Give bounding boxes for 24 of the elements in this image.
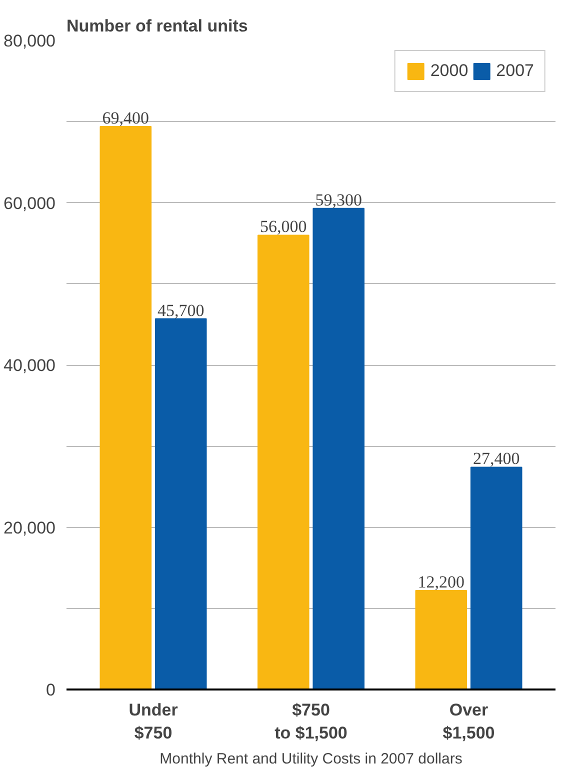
- data-label: 45,700: [157, 300, 204, 320]
- y-tick-label: 80,000: [4, 32, 56, 50]
- data-label: 12,200: [418, 572, 465, 592]
- x-tick-label: Over $1,500: [442, 700, 495, 742]
- legend-label: 2000: [430, 61, 468, 81]
- x-tick-label: $750 to $1,500: [274, 700, 348, 742]
- x-tick-label: Under $750: [128, 700, 178, 742]
- legend-label: 2007: [496, 61, 534, 81]
- x-axis-title: Monthly Rent and Utility Costs in 2007 dollars: [160, 750, 462, 768]
- bar: [312, 208, 364, 690]
- data-label: 69,400: [102, 108, 150, 128]
- bar: [470, 466, 522, 690]
- bar: [415, 590, 468, 690]
- chart-title: Number of rental units: [66, 16, 248, 36]
- y-tick-label: 20,000: [4, 518, 56, 538]
- bar: [100, 126, 152, 690]
- bar: [258, 234, 310, 690]
- data-label: 59,300: [315, 190, 362, 210]
- y-tick-label: 60,000: [4, 194, 56, 213]
- bar: [154, 318, 207, 690]
- data-label: 27,400: [472, 449, 520, 468]
- y-tick-label: 40,000: [4, 356, 56, 375]
- y-tick-label: 0: [46, 680, 56, 700]
- data-label: 56,000: [260, 217, 307, 236]
